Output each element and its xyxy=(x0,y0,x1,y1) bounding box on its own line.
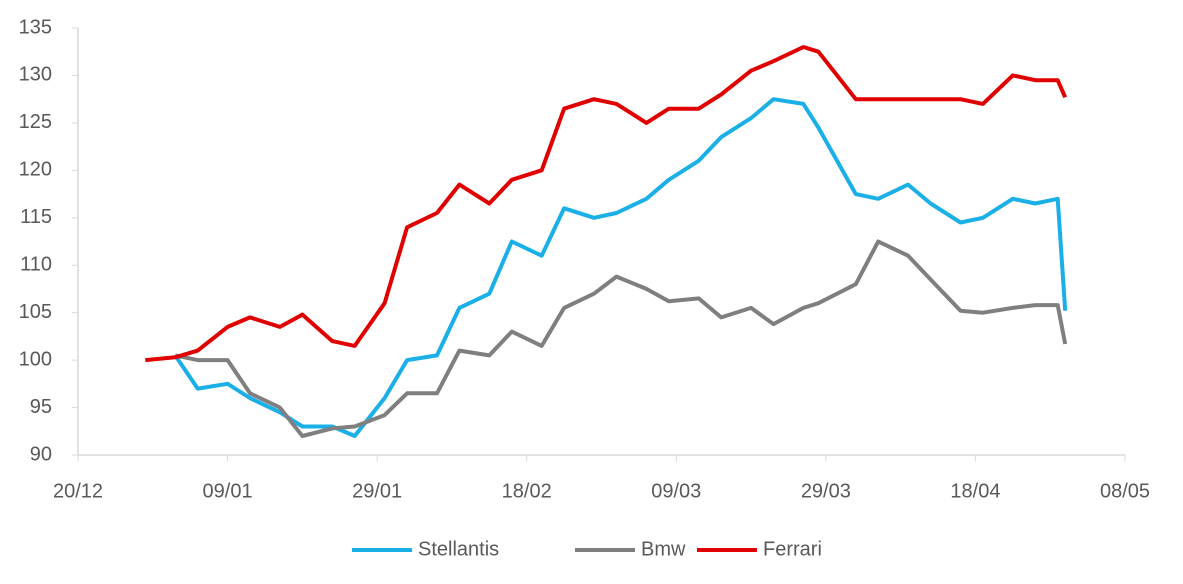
y-tick-label: 125 xyxy=(19,111,52,133)
legend-label: Stellantis xyxy=(418,538,499,560)
series-line xyxy=(174,239,1068,438)
x-tick-label: 18/02 xyxy=(502,480,552,502)
legend-label: Bmw xyxy=(641,538,686,560)
y-tick-label: 110 xyxy=(20,254,52,276)
x-tick-label: 09/03 xyxy=(651,480,701,502)
y-tick-label: 135 xyxy=(19,16,52,38)
series-line xyxy=(145,45,1068,363)
y-tick-label: 120 xyxy=(19,159,52,181)
x-tick-label: 29/01 xyxy=(352,480,402,502)
x-tick-label: 29/03 xyxy=(801,480,851,502)
x-tick-label: 20/12 xyxy=(53,480,103,502)
x-tick-label: 09/01 xyxy=(203,480,253,502)
x-tick-label: 18/04 xyxy=(950,480,1000,502)
x-tick-label: 08/05 xyxy=(1100,480,1150,502)
y-tick-label: 115 xyxy=(20,206,52,228)
y-tick-label: 95 xyxy=(30,396,52,418)
y-tick-label: 130 xyxy=(19,64,52,86)
legend-label: Ferrari xyxy=(763,538,822,560)
y-tick-label: 100 xyxy=(19,348,52,370)
y-tick-label: 90 xyxy=(30,443,52,465)
series-line xyxy=(173,97,1068,438)
y-tick-label: 105 xyxy=(19,301,52,323)
